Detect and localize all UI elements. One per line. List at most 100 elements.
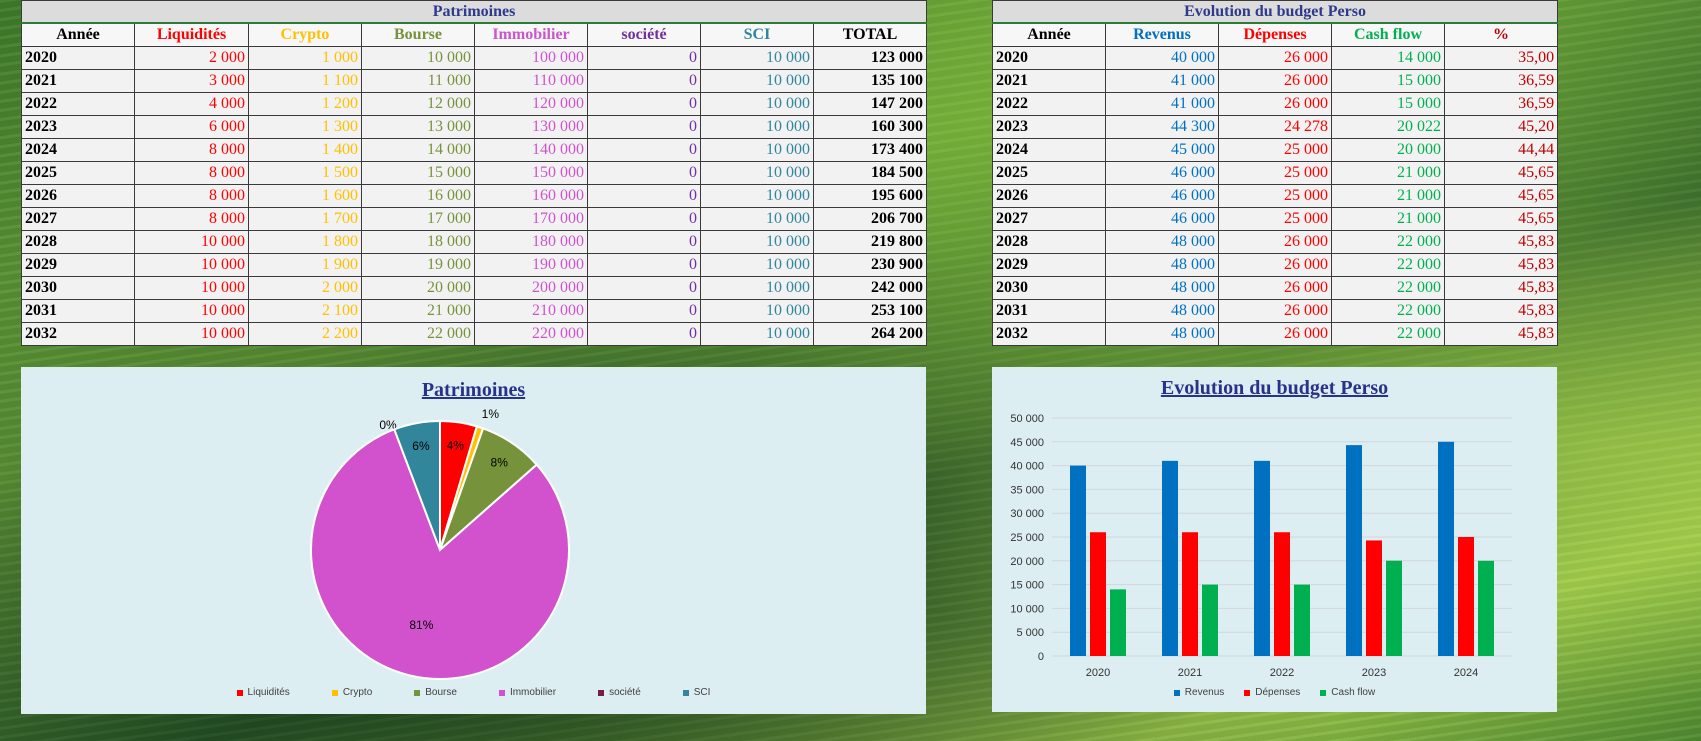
table-cell[interactable]: 1 000 <box>248 46 362 70</box>
table-cell[interactable]: 2032 <box>21 322 135 346</box>
table-cell[interactable]: 10 000 <box>700 69 814 93</box>
table-cell[interactable]: 48 000 <box>1105 276 1219 300</box>
table-cell[interactable]: 10 000 <box>700 46 814 70</box>
table-cell[interactable]: 242 000 <box>812 276 928 300</box>
table-cell[interactable]: 21 000 <box>1331 161 1445 185</box>
table-cell[interactable]: 10 000 <box>134 276 249 300</box>
table-cell[interactable]: 2027 <box>21 207 135 231</box>
table-cell[interactable]: 26 000 <box>1218 46 1332 70</box>
table-cell[interactable]: 190 000 <box>474 253 588 277</box>
table-cell[interactable]: 2024 <box>21 138 135 162</box>
table-cell[interactable]: 173 400 <box>812 138 928 162</box>
table-cell[interactable]: 0 <box>587 299 701 323</box>
table-cell[interactable]: 110 000 <box>474 69 588 93</box>
table-cell[interactable]: 120 000 <box>474 92 588 116</box>
table-cell[interactable]: 0 <box>587 92 701 116</box>
table-cell[interactable]: 10 000 <box>700 115 814 139</box>
table-cell[interactable]: 45,65 <box>1443 161 1559 185</box>
table-cell[interactable]: 10 000 <box>361 46 475 70</box>
table-cell[interactable]: 8 000 <box>134 138 249 162</box>
table-cell[interactable]: 2028 <box>21 230 135 254</box>
table-cell[interactable]: 45 000 <box>1105 138 1219 162</box>
table-cell[interactable]: 10 000 <box>700 184 814 208</box>
table-cell[interactable]: 147 200 <box>812 92 928 116</box>
table-cell[interactable]: 44,44 <box>1443 138 1559 162</box>
table-cell[interactable]: 0 <box>587 276 701 300</box>
table-cell[interactable]: 22 000 <box>1331 230 1445 254</box>
table-cell[interactable]: 48 000 <box>1105 299 1219 323</box>
table-cell[interactable]: 22 000 <box>361 322 475 346</box>
table-cell[interactable]: 2021 <box>21 69 135 93</box>
table-cell[interactable]: 2025 <box>992 161 1106 185</box>
table-cell[interactable]: 36,59 <box>1443 92 1559 116</box>
table-cell[interactable]: 6 000 <box>134 115 249 139</box>
table-cell[interactable]: 2023 <box>21 115 135 139</box>
table-cell[interactable]: 0 <box>587 253 701 277</box>
table-cell[interactable]: 36,59 <box>1443 69 1559 93</box>
table-cell[interactable]: 2 000 <box>134 46 249 70</box>
table-cell[interactable]: 130 000 <box>474 115 588 139</box>
table-cell[interactable]: 0 <box>587 46 701 70</box>
table-cell[interactable]: 2023 <box>992 115 1106 139</box>
table-cell[interactable]: 1 400 <box>248 138 362 162</box>
table-cell[interactable]: 2029 <box>992 253 1106 277</box>
table-cell[interactable]: 150 000 <box>474 161 588 185</box>
table-cell[interactable]: 46 000 <box>1105 161 1219 185</box>
table-cell[interactable]: 10 000 <box>134 299 249 323</box>
table-cell[interactable]: 11 000 <box>361 69 475 93</box>
table-cell[interactable]: 1 900 <box>248 253 362 277</box>
table-cell[interactable]: 195 600 <box>812 184 928 208</box>
table-cell[interactable]: 160 300 <box>812 115 928 139</box>
table-cell[interactable]: 12 000 <box>361 92 475 116</box>
table-cell[interactable]: 4 000 <box>134 92 249 116</box>
table-cell[interactable]: 2030 <box>992 276 1106 300</box>
table-cell[interactable]: 26 000 <box>1218 299 1332 323</box>
table-cell[interactable]: 21 000 <box>1331 184 1445 208</box>
table-cell[interactable]: 45,83 <box>1443 253 1559 277</box>
table-cell[interactable]: 2031 <box>992 299 1106 323</box>
table-cell[interactable]: 1 100 <box>248 69 362 93</box>
table-cell[interactable]: 25 000 <box>1218 184 1332 208</box>
table-cell[interactable]: 253 100 <box>812 299 928 323</box>
table-cell[interactable]: 10 000 <box>134 253 249 277</box>
table-cell[interactable]: 40 000 <box>1105 46 1219 70</box>
table-cell[interactable]: 44 300 <box>1105 115 1219 139</box>
table-cell[interactable]: 0 <box>587 207 701 231</box>
table-cell[interactable]: 206 700 <box>812 207 928 231</box>
table-cell[interactable]: 16 000 <box>361 184 475 208</box>
table-cell[interactable]: 2 100 <box>248 299 362 323</box>
table-cell[interactable]: 10 000 <box>700 138 814 162</box>
table-cell[interactable]: 25 000 <box>1218 138 1332 162</box>
table-cell[interactable]: 2032 <box>992 322 1106 346</box>
table-cell[interactable]: 0 <box>587 230 701 254</box>
table-cell[interactable]: 2022 <box>992 92 1106 116</box>
table-cell[interactable]: 10 000 <box>700 253 814 277</box>
table-cell[interactable]: 170 000 <box>474 207 588 231</box>
table-cell[interactable]: 25 000 <box>1218 207 1332 231</box>
table-cell[interactable]: 45,65 <box>1443 207 1559 231</box>
table-cell[interactable]: 1 500 <box>248 161 362 185</box>
table-cell[interactable]: 17 000 <box>361 207 475 231</box>
table-cell[interactable]: 2029 <box>21 253 135 277</box>
table-cell[interactable]: 123 000 <box>812 46 928 70</box>
table-cell[interactable]: 25 000 <box>1218 161 1332 185</box>
table-cell[interactable]: 2025 <box>21 161 135 185</box>
table-cell[interactable]: 35,00 <box>1443 46 1559 70</box>
table-cell[interactable]: 0 <box>587 115 701 139</box>
table-cell[interactable]: 20 022 <box>1331 115 1445 139</box>
table-cell[interactable]: 0 <box>587 69 701 93</box>
table-cell[interactable]: 1 300 <box>248 115 362 139</box>
table-cell[interactable]: 8 000 <box>134 184 249 208</box>
table-cell[interactable]: 0 <box>587 161 701 185</box>
table-cell[interactable]: 45,65 <box>1443 184 1559 208</box>
table-cell[interactable]: 19 000 <box>361 253 475 277</box>
table-cell[interactable]: 26 000 <box>1218 322 1332 346</box>
table-cell[interactable]: 15 000 <box>361 161 475 185</box>
table-cell[interactable]: 10 000 <box>700 276 814 300</box>
table-cell[interactable]: 8 000 <box>134 207 249 231</box>
table-cell[interactable]: 10 000 <box>700 322 814 346</box>
table-cell[interactable]: 45,83 <box>1443 276 1559 300</box>
table-cell[interactable]: 1 200 <box>248 92 362 116</box>
table-cell[interactable]: 20 000 <box>361 276 475 300</box>
table-cell[interactable]: 140 000 <box>474 138 588 162</box>
